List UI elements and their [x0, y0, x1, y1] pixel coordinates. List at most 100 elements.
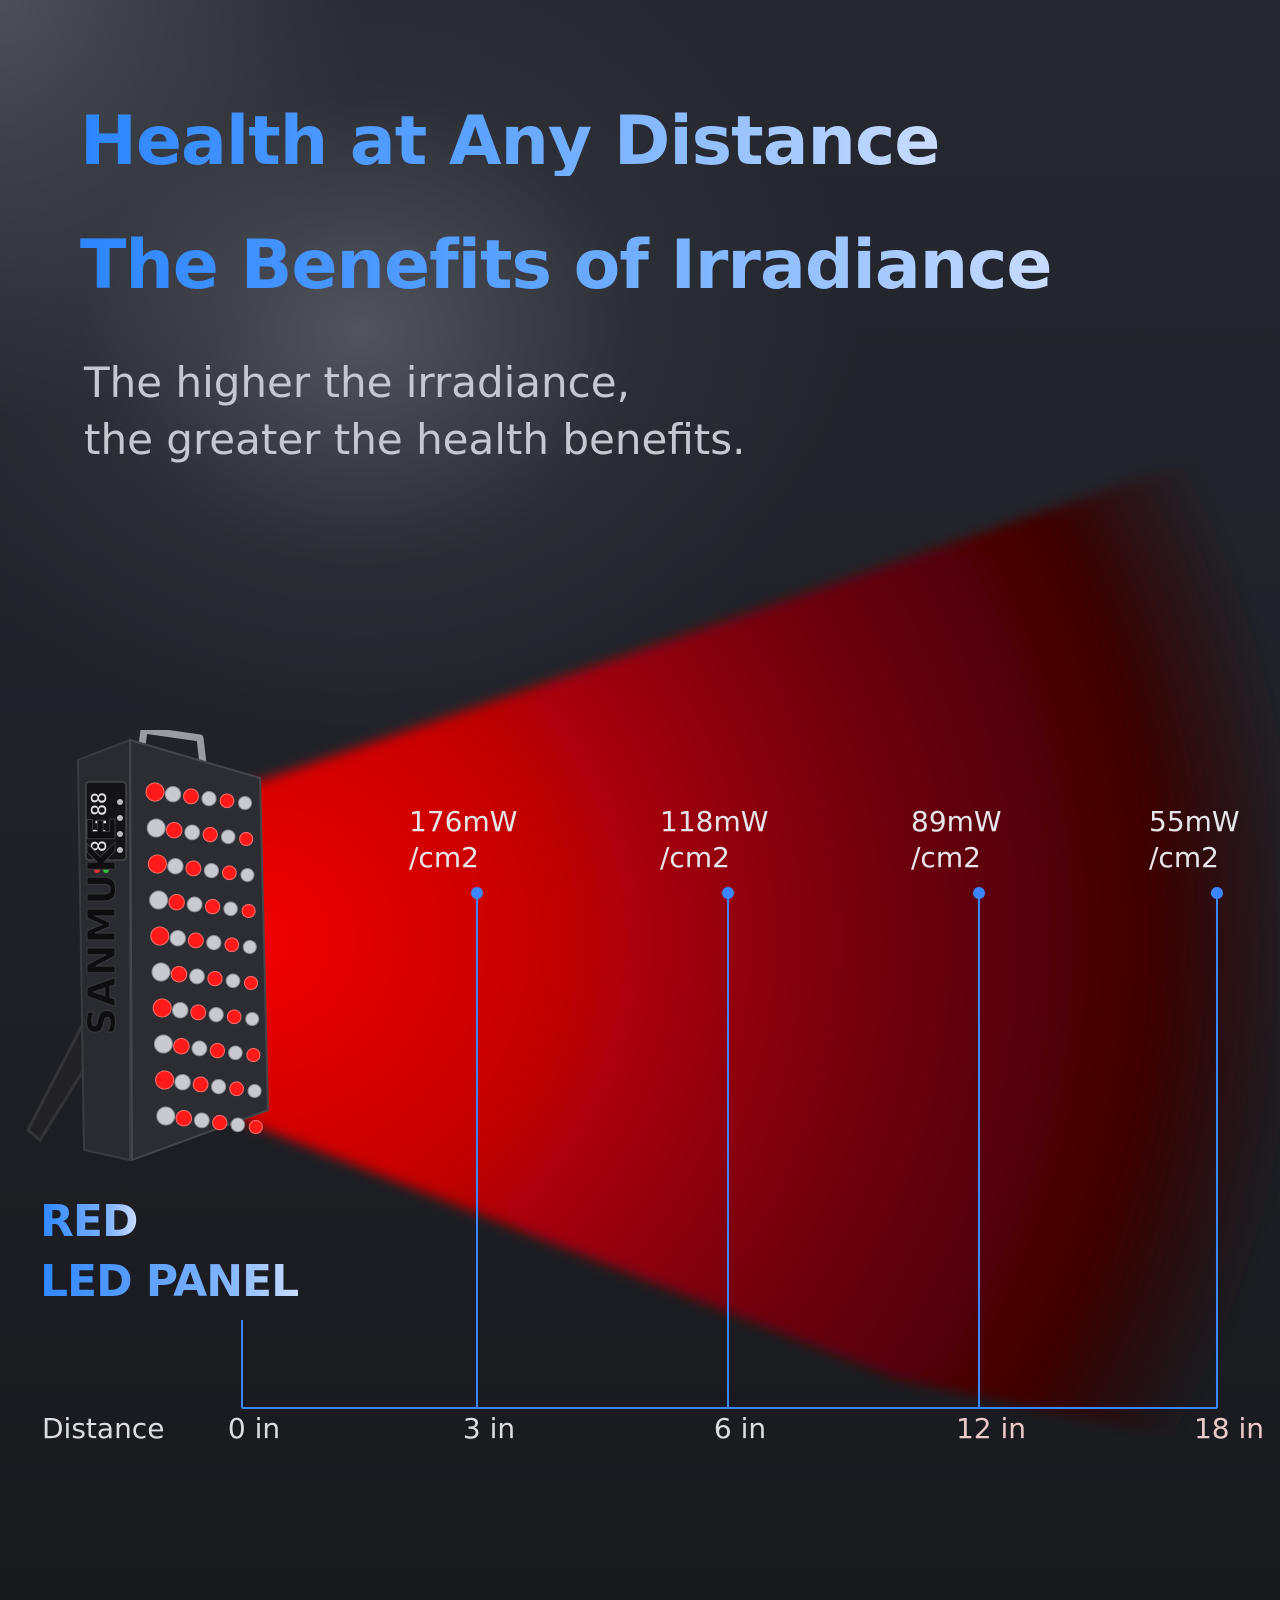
led-bulb [149, 890, 169, 910]
panel-button-icon [117, 847, 123, 853]
led-bulb [192, 1076, 209, 1093]
led-bulb [242, 940, 257, 954]
led-bulb [170, 966, 188, 983]
led-bulb [211, 1079, 227, 1095]
led-bulb [146, 818, 166, 838]
led-bulb [152, 998, 172, 1018]
panel-button-icon [117, 815, 123, 821]
x-tick-label: 18 in [1193, 1412, 1265, 1445]
led-bulb [190, 1004, 207, 1021]
led-bulb [226, 1009, 242, 1025]
led-bulb [169, 930, 187, 947]
led-bulb [186, 896, 203, 913]
x-tick-label: 6 in [713, 1412, 767, 1445]
led-bulb [201, 791, 217, 807]
led-bulb [145, 782, 165, 802]
led-bulb [202, 827, 218, 843]
led-bulb [168, 894, 185, 911]
display-readout: 88:88 [87, 792, 111, 852]
led-bulb [208, 1007, 224, 1023]
x-axis-label: Distance [42, 1412, 165, 1445]
led-bulb [174, 1074, 191, 1091]
led-bulb [247, 1084, 262, 1098]
product-label-line2: LED PANEL [40, 1256, 299, 1307]
led-bulb [150, 926, 170, 946]
led-bulb [166, 822, 183, 839]
led-bulb [248, 1120, 263, 1134]
irradiance-value-label: 55mW/cm2 [1149, 804, 1240, 876]
panel-display [85, 781, 127, 861]
led-bulb [224, 937, 240, 953]
irradiance-value: 176mW [409, 805, 518, 838]
subtitle-line1: The higher the irradiance, [84, 358, 630, 407]
led-bulb [184, 824, 201, 841]
x-tick-label: 12 in [955, 1412, 1027, 1445]
led-bulb [245, 1012, 260, 1026]
product-label-line1: RED [40, 1196, 138, 1247]
led-bulb [185, 860, 202, 877]
page-title-line1: Health at Any Distance [80, 102, 940, 181]
led-bulb [212, 1115, 228, 1131]
led-bulb [220, 829, 236, 845]
subtitle-line2: the greater the health benefits. [84, 415, 746, 464]
led-bulb [147, 854, 167, 874]
led-grid [145, 782, 263, 1134]
irradiance-value: 118mW [660, 805, 769, 838]
led-bulb [238, 796, 252, 810]
irradiance-marker-dot [973, 887, 985, 899]
led-bulb [167, 858, 184, 875]
irradiance-marker-dot [471, 887, 483, 899]
led-bulb [153, 1034, 173, 1054]
led-bulb [155, 1070, 175, 1090]
led-bulb [239, 832, 254, 846]
led-bulb [205, 899, 221, 915]
irradiance-unit: /cm2 [1149, 841, 1219, 874]
led-bulb [203, 863, 219, 879]
led-bulb [207, 971, 223, 987]
panel-stand [26, 1009, 98, 1143]
led-bulb [229, 1081, 244, 1097]
led-bulb [223, 901, 238, 917]
led-bulb [222, 865, 237, 881]
x-tick-label: 3 in [462, 1412, 516, 1445]
irradiance-unit: /cm2 [911, 841, 981, 874]
led-bulb [225, 973, 241, 989]
led-bulb [151, 962, 171, 982]
led-bulb [209, 1043, 225, 1059]
status-led-icon [103, 867, 109, 873]
panel-button-icon [117, 831, 123, 837]
irradiance-value-label: 176mW/cm2 [409, 804, 517, 876]
led-bulb [189, 968, 205, 985]
led-bulb [244, 976, 258, 990]
led-bulb [173, 1038, 190, 1055]
irradiance-value: 89mW [911, 805, 1002, 838]
led-bulb [172, 1002, 189, 1019]
irradiance-marker-dot [1211, 887, 1223, 899]
led-bulb [156, 1106, 176, 1126]
led-bulb [191, 1040, 208, 1057]
led-bulb [241, 904, 256, 918]
irradiance-unit: /cm2 [660, 841, 730, 874]
led-bulb [164, 785, 182, 803]
irradiance-value-label: 118mW/cm2 [660, 804, 768, 876]
irradiance-marker-dot [722, 887, 734, 899]
led-bulb [187, 932, 204, 949]
led-bulb [206, 935, 222, 951]
led-bulb [246, 1048, 261, 1062]
led-panel-illustration: 88:88 [26, 730, 270, 1162]
led-bulb [228, 1045, 243, 1061]
irradiance-unit: /cm2 [409, 841, 479, 874]
irradiance-value-label: 89mW/cm2 [911, 804, 1002, 876]
x-tick-label: 0 in [227, 1412, 281, 1445]
led-bulb [230, 1117, 246, 1133]
led-bulb [219, 793, 235, 809]
irradiance-value: 55mW [1149, 805, 1240, 838]
led-bulb [240, 868, 255, 882]
led-bulb [183, 788, 199, 805]
led-bulb [193, 1112, 210, 1129]
power-led-icon [94, 867, 100, 873]
led-bulb [175, 1110, 193, 1127]
